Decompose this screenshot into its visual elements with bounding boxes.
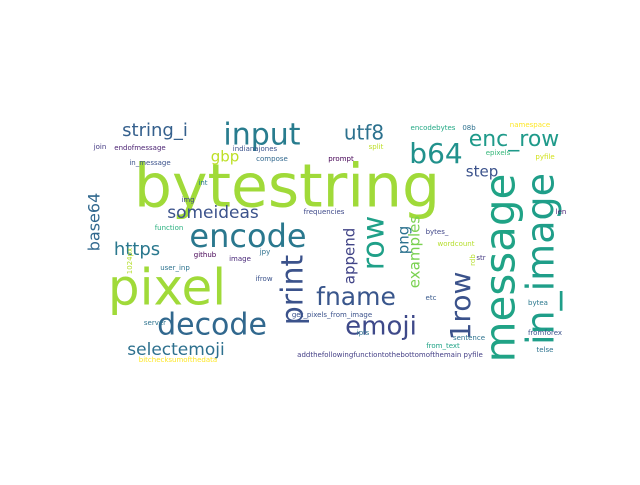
- word-bytea: bytea: [528, 299, 548, 307]
- word-enc-row: enc_row: [469, 127, 560, 152]
- word-row: row: [357, 216, 392, 271]
- word-bytestring: bytestring: [134, 152, 440, 222]
- word-function: function: [155, 224, 184, 232]
- word-selectemoji: selectemoji: [127, 340, 224, 360]
- word-bytes: bytes_: [426, 228, 449, 236]
- word-jpy: jpy: [259, 248, 271, 256]
- word-b64: b64: [409, 137, 462, 170]
- word-string-i: string_i: [122, 120, 188, 141]
- word-encode: encode: [189, 217, 306, 255]
- word-github: github: [194, 251, 217, 259]
- word-user-inp: user_inp: [160, 264, 190, 272]
- word-str: str: [476, 254, 485, 262]
- word-indianajones: indianajones: [233, 145, 278, 153]
- word-img: img: [181, 196, 194, 204]
- word-wordcount: wordcount: [438, 240, 475, 248]
- word-gbp: gbp: [211, 148, 240, 166]
- word-1024px: 1024px: [126, 248, 134, 274]
- word-emoji: emoji: [345, 312, 417, 342]
- word-join: join: [93, 143, 107, 151]
- word-split: split: [369, 143, 384, 151]
- word-decode: decode: [157, 308, 267, 343]
- word-rdb: rdb: [469, 254, 477, 266]
- word-in-message: in_message: [129, 159, 170, 167]
- word-append: append: [341, 228, 359, 285]
- word-encodebytes: encodebytes: [411, 124, 456, 132]
- word-pyfile: pyfile: [535, 153, 554, 161]
- word-utf8: utf8: [344, 121, 384, 145]
- word-base64: base64: [85, 193, 104, 252]
- word-https: https: [114, 239, 160, 260]
- word-fromforex: fromforex: [528, 329, 562, 337]
- word-bitchecksum: bitchecksumofthedata: [139, 356, 217, 364]
- word-pixel: pixel: [108, 259, 226, 317]
- word-1row: 1row: [444, 272, 477, 341]
- word-08b: 08b: [462, 124, 476, 132]
- word-etc: etc: [426, 294, 437, 302]
- word-someideas: someideas: [167, 203, 259, 223]
- word-ipfs: ipfs: [357, 329, 370, 337]
- word-image: image: [229, 255, 251, 263]
- word-endofmessage: endofmessage: [114, 144, 165, 152]
- word-step: step: [466, 163, 498, 181]
- word-server: server: [144, 319, 166, 327]
- word-namespace: namespace: [510, 121, 550, 129]
- word-ifrow: ifrow: [255, 275, 272, 283]
- word-addthefollowing: addthefollowingfunctiontothebottomofthem…: [297, 351, 483, 359]
- word-fname: fname: [316, 282, 396, 311]
- word-message: message: [476, 174, 525, 363]
- word-png: png: [395, 226, 413, 255]
- word-in-image: in_image: [519, 173, 563, 345]
- word-compose: compose: [256, 155, 288, 163]
- word-telse: telse: [537, 346, 554, 354]
- word-int: int: [198, 179, 207, 187]
- word-examples: examples: [406, 216, 424, 289]
- word-prompt: prompt: [328, 155, 354, 163]
- word-frequencies: frequencies: [304, 208, 345, 216]
- word-len: len: [556, 208, 567, 216]
- word-get-pixels: get_pixels_from_image: [292, 311, 372, 319]
- word-epixels: epixels: [486, 149, 511, 157]
- word-from-text: from_text: [426, 342, 460, 350]
- word-print: print: [276, 255, 311, 326]
- word-sentence: sentence: [453, 334, 485, 342]
- word-input: input: [223, 118, 300, 153]
